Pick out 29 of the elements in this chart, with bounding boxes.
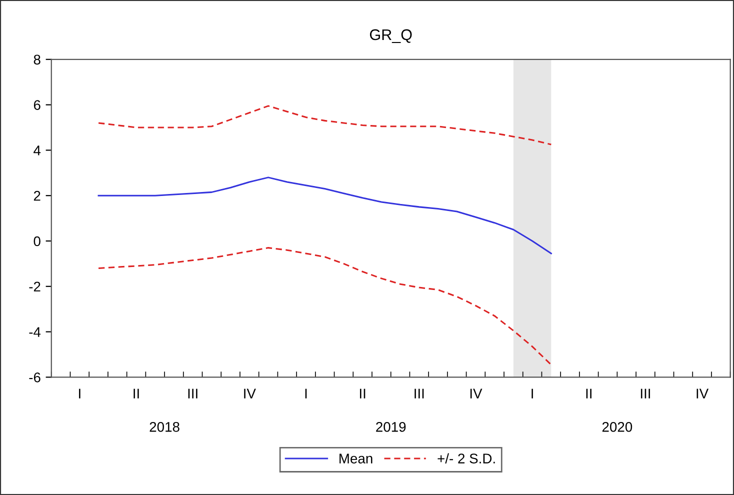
legend-label: +/- 2 S.D. — [438, 453, 495, 464]
line-series — [98, 247, 552, 366]
x-tick-label: I — [532, 388, 533, 398]
x-tick-label: I — [79, 388, 80, 398]
y-tick-label: -2 — [29, 282, 40, 292]
x-tick-label: III — [640, 388, 650, 398]
chart-title: GR_Q — [370, 29, 412, 43]
x-tick-label: III — [188, 388, 198, 398]
y-tick-label: 4 — [34, 146, 41, 156]
x-tick-label: II — [134, 388, 139, 398]
x-tick-label: II — [360, 388, 366, 398]
x-tick-label: IV — [244, 388, 256, 398]
y-tick-label: 0 — [34, 236, 40, 246]
legend-label: Mean — [340, 454, 372, 464]
x-tick-label: III — [414, 388, 424, 398]
text: 2020 — [602, 422, 632, 432]
line-series — [98, 105, 552, 146]
line-series — [98, 176, 552, 254]
y-tick-label: 6 — [34, 100, 40, 110]
y-tick-label: -4 — [29, 327, 41, 337]
y-tick-label: 8 — [34, 54, 40, 65]
y-tick-label: -6 — [29, 372, 40, 382]
x-tick-label: I — [305, 388, 307, 398]
text: 2019 — [376, 422, 406, 432]
x-tick-label: IV — [696, 388, 709, 398]
x-tick-label: II — [586, 388, 592, 398]
x-tick-label: IV — [470, 388, 482, 398]
y-tick-label: 2 — [34, 190, 40, 201]
text: 2018 — [150, 422, 180, 432]
